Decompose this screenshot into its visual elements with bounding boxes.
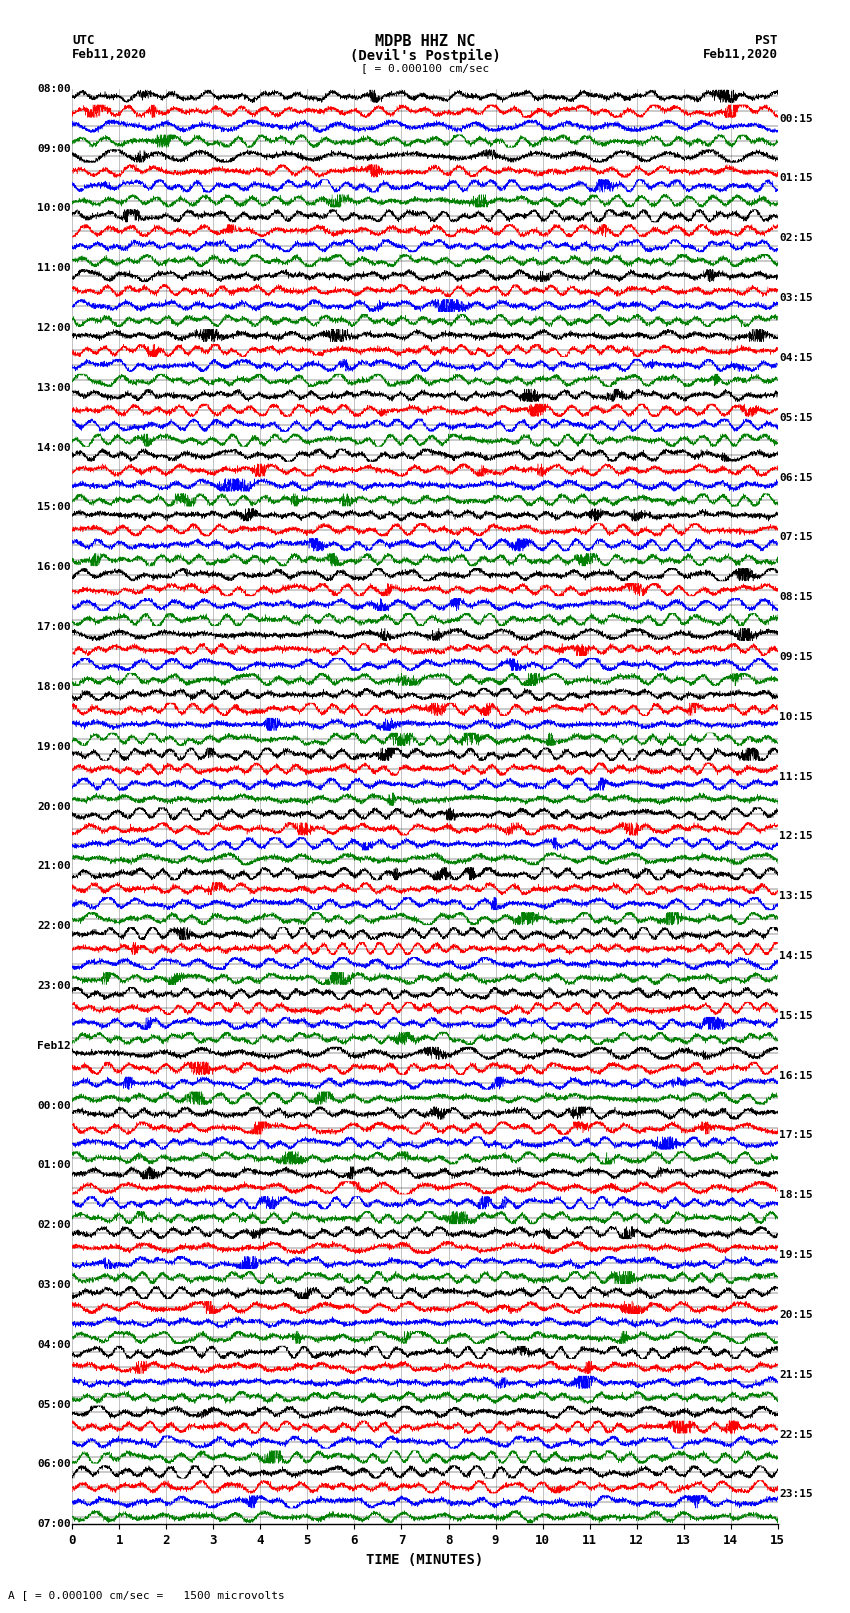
Text: Feb11,2020: Feb11,2020 <box>703 48 778 61</box>
Text: 15:15: 15:15 <box>779 1011 813 1021</box>
Text: 18:00: 18:00 <box>37 682 71 692</box>
Text: Feb12: Feb12 <box>37 1040 71 1050</box>
Text: MDPB HHZ NC: MDPB HHZ NC <box>375 34 475 48</box>
Text: 04:00: 04:00 <box>37 1340 71 1350</box>
Text: 01:00: 01:00 <box>37 1160 71 1171</box>
X-axis label: TIME (MINUTES): TIME (MINUTES) <box>366 1553 484 1566</box>
Text: 20:00: 20:00 <box>37 802 71 811</box>
Text: 03:15: 03:15 <box>779 294 813 303</box>
Text: 17:00: 17:00 <box>37 623 71 632</box>
Text: 04:15: 04:15 <box>779 353 813 363</box>
Text: 16:15: 16:15 <box>779 1071 813 1081</box>
Text: 13:00: 13:00 <box>37 382 71 394</box>
Text: Feb11,2020: Feb11,2020 <box>72 48 147 61</box>
Text: 00:00: 00:00 <box>37 1100 71 1111</box>
Text: (Devil's Postpile): (Devil's Postpile) <box>349 48 501 63</box>
Text: 21:00: 21:00 <box>37 861 71 871</box>
Text: 14:15: 14:15 <box>779 952 813 961</box>
Text: 02:00: 02:00 <box>37 1219 71 1231</box>
Text: 08:00: 08:00 <box>37 84 71 94</box>
Text: 12:15: 12:15 <box>779 831 813 842</box>
Text: 01:15: 01:15 <box>779 174 813 184</box>
Text: 19:15: 19:15 <box>779 1250 813 1260</box>
Text: 15:00: 15:00 <box>37 502 71 513</box>
Text: 05:00: 05:00 <box>37 1400 71 1410</box>
Text: 14:00: 14:00 <box>37 442 71 453</box>
Text: 10:15: 10:15 <box>779 711 813 721</box>
Text: 05:15: 05:15 <box>779 413 813 423</box>
Text: 12:00: 12:00 <box>37 323 71 332</box>
Text: 22:00: 22:00 <box>37 921 71 931</box>
Text: 23:15: 23:15 <box>779 1489 813 1500</box>
Text: PST: PST <box>756 34 778 47</box>
Text: 16:00: 16:00 <box>37 563 71 573</box>
Text: 09:15: 09:15 <box>779 652 813 661</box>
Text: 11:15: 11:15 <box>779 771 813 782</box>
Text: A [ = 0.000100 cm/sec =   1500 microvolts: A [ = 0.000100 cm/sec = 1500 microvolts <box>8 1590 286 1600</box>
Text: 18:15: 18:15 <box>779 1190 813 1200</box>
Text: UTC: UTC <box>72 34 94 47</box>
Text: 00:15: 00:15 <box>779 113 813 124</box>
Text: 06:00: 06:00 <box>37 1460 71 1469</box>
Text: 22:15: 22:15 <box>779 1429 813 1439</box>
Text: 13:15: 13:15 <box>779 892 813 902</box>
Text: 17:15: 17:15 <box>779 1131 813 1140</box>
Text: 21:15: 21:15 <box>779 1369 813 1379</box>
Text: 23:00: 23:00 <box>37 981 71 990</box>
Text: [ = 0.000100 cm/sec: [ = 0.000100 cm/sec <box>361 63 489 73</box>
Text: 20:15: 20:15 <box>779 1310 813 1319</box>
Text: 10:00: 10:00 <box>37 203 71 213</box>
Text: 19:00: 19:00 <box>37 742 71 752</box>
Text: 07:15: 07:15 <box>779 532 813 542</box>
Text: 03:00: 03:00 <box>37 1281 71 1290</box>
Text: 11:00: 11:00 <box>37 263 71 273</box>
Text: 06:15: 06:15 <box>779 473 813 482</box>
Text: 08:15: 08:15 <box>779 592 813 602</box>
Text: 09:00: 09:00 <box>37 144 71 153</box>
Text: 07:00: 07:00 <box>37 1519 71 1529</box>
Text: 02:15: 02:15 <box>779 234 813 244</box>
